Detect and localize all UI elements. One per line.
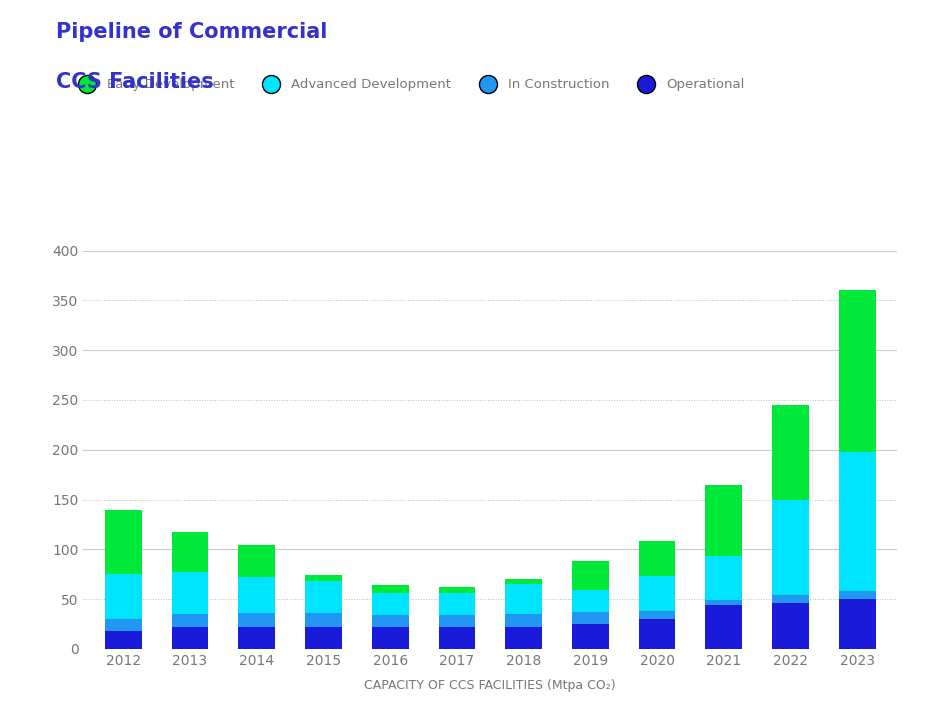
Bar	[572, 624, 609, 649]
Bar	[505, 627, 542, 649]
Bar	[105, 619, 142, 631]
Legend: Early Development, Advanced Development, In Construction, Operational: Early Development, Advanced Development,…	[74, 79, 744, 92]
Bar	[239, 627, 275, 649]
Bar	[305, 627, 342, 649]
Bar	[772, 405, 808, 500]
Text: CCS Facilities: CCS Facilities	[56, 72, 214, 92]
Bar	[172, 614, 208, 627]
Bar	[772, 595, 808, 603]
Bar	[305, 581, 342, 613]
Bar	[772, 603, 808, 649]
Bar	[372, 627, 409, 649]
Bar	[172, 572, 208, 614]
Bar	[105, 574, 142, 619]
Bar	[438, 627, 475, 649]
Bar	[706, 600, 742, 605]
Text: Pipeline of Commercial: Pipeline of Commercial	[56, 22, 327, 42]
Bar	[839, 452, 876, 591]
Bar	[305, 575, 342, 581]
Bar	[239, 613, 275, 627]
Bar	[638, 576, 675, 611]
Bar	[438, 615, 475, 627]
X-axis label: CAPACITY OF CCS FACILITIES (Mtpa CO₂): CAPACITY OF CCS FACILITIES (Mtpa CO₂)	[364, 679, 616, 692]
Bar	[839, 291, 876, 452]
Bar	[172, 627, 208, 649]
Bar	[505, 584, 542, 614]
Bar	[305, 613, 342, 627]
Bar	[438, 587, 475, 593]
Bar	[638, 611, 675, 619]
Bar	[706, 605, 742, 649]
Bar	[772, 500, 808, 595]
Bar	[572, 612, 609, 624]
Bar	[572, 561, 609, 590]
Bar	[706, 485, 742, 557]
Bar	[172, 532, 208, 572]
Bar	[638, 619, 675, 649]
Bar	[572, 590, 609, 612]
Bar	[372, 615, 409, 627]
Bar	[638, 541, 675, 576]
Bar	[105, 631, 142, 649]
Bar	[839, 599, 876, 649]
Bar	[706, 557, 742, 600]
Bar	[105, 510, 142, 574]
Bar	[839, 591, 876, 599]
Bar	[239, 545, 275, 578]
Bar	[505, 579, 542, 584]
Bar	[239, 578, 275, 613]
Bar	[372, 593, 409, 615]
Bar	[372, 585, 409, 593]
Bar	[505, 614, 542, 627]
Bar	[438, 593, 475, 615]
